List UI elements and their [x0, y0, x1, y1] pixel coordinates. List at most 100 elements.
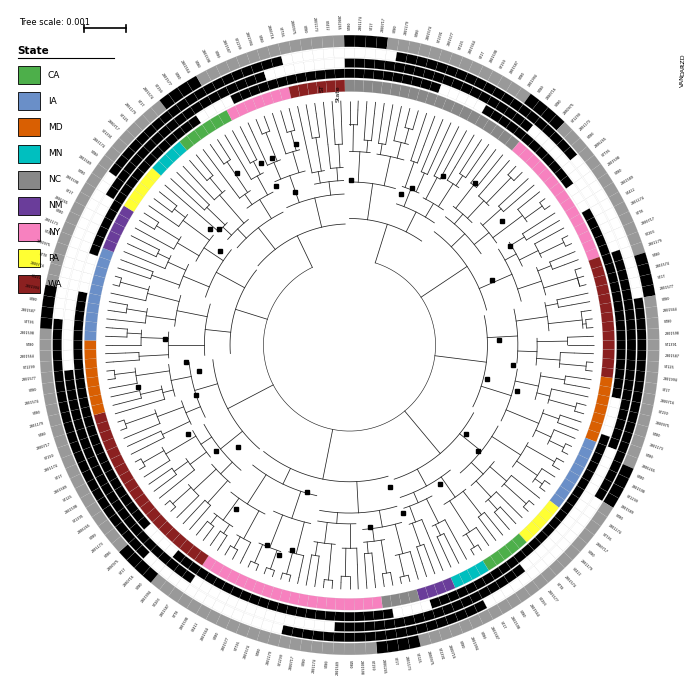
Wedge shape — [556, 552, 572, 568]
Wedge shape — [512, 112, 525, 126]
Text: State: State — [336, 86, 340, 102]
Wedge shape — [565, 471, 580, 484]
Text: ST412: ST412 — [571, 566, 582, 577]
Wedge shape — [365, 48, 376, 59]
Wedge shape — [570, 155, 584, 168]
Wedge shape — [582, 208, 594, 221]
Text: 2000717: 2000717 — [381, 17, 387, 32]
Wedge shape — [445, 65, 458, 77]
Wedge shape — [180, 556, 193, 569]
Wedge shape — [52, 329, 62, 340]
Wedge shape — [344, 35, 355, 47]
Wedge shape — [609, 217, 621, 230]
Wedge shape — [73, 451, 85, 464]
Wedge shape — [614, 474, 629, 489]
Wedge shape — [442, 98, 455, 112]
Wedge shape — [122, 147, 136, 160]
Text: ST80: ST80 — [554, 99, 563, 108]
Text: ST80: ST80 — [173, 72, 180, 81]
Wedge shape — [580, 186, 593, 199]
Wedge shape — [182, 570, 195, 583]
Wedge shape — [345, 69, 354, 78]
Wedge shape — [296, 72, 307, 83]
Wedge shape — [384, 619, 396, 629]
Wedge shape — [298, 593, 309, 607]
Wedge shape — [526, 155, 540, 169]
Wedge shape — [317, 81, 327, 94]
Wedge shape — [621, 289, 633, 301]
Wedge shape — [252, 581, 265, 595]
Wedge shape — [344, 48, 355, 57]
Wedge shape — [312, 631, 324, 640]
Text: 2001589: 2001589 — [620, 175, 635, 186]
Text: ST1299: ST1299 — [626, 495, 638, 504]
Wedge shape — [563, 147, 577, 160]
Wedge shape — [65, 299, 75, 310]
Wedge shape — [354, 612, 364, 621]
Wedge shape — [605, 469, 617, 482]
Wedge shape — [130, 523, 143, 536]
Wedge shape — [563, 515, 576, 529]
Wedge shape — [344, 633, 355, 642]
Wedge shape — [326, 598, 336, 610]
Wedge shape — [442, 578, 455, 592]
Text: ST80: ST80 — [213, 50, 220, 59]
Wedge shape — [500, 584, 514, 598]
Wedge shape — [41, 372, 54, 384]
Wedge shape — [528, 125, 541, 139]
Wedge shape — [302, 629, 314, 640]
Wedge shape — [43, 284, 57, 297]
Wedge shape — [640, 274, 654, 287]
Wedge shape — [322, 36, 333, 48]
Wedge shape — [336, 598, 345, 610]
Wedge shape — [300, 640, 312, 653]
Wedge shape — [92, 511, 108, 526]
Wedge shape — [383, 71, 394, 81]
Wedge shape — [364, 622, 375, 631]
Wedge shape — [601, 253, 613, 265]
Text: ST80: ST80 — [651, 432, 661, 438]
Wedge shape — [433, 607, 445, 618]
Text: 2001174: 2001174 — [91, 136, 105, 148]
Text: 2001598: 2001598 — [509, 615, 520, 630]
Text: 2001179: 2001179 — [123, 102, 136, 115]
Wedge shape — [53, 319, 63, 330]
Wedge shape — [134, 560, 150, 575]
Wedge shape — [80, 182, 96, 197]
Wedge shape — [535, 544, 549, 558]
Wedge shape — [345, 598, 354, 610]
Wedge shape — [73, 340, 82, 350]
Wedge shape — [510, 578, 523, 592]
Wedge shape — [570, 214, 584, 228]
Wedge shape — [57, 232, 72, 246]
Wedge shape — [570, 462, 584, 476]
Wedge shape — [217, 86, 230, 99]
Text: ST80: ST80 — [415, 28, 420, 37]
Wedge shape — [575, 499, 588, 513]
FancyBboxPatch shape — [17, 223, 40, 241]
Wedge shape — [254, 607, 266, 618]
Wedge shape — [111, 177, 124, 191]
Text: 2001174: 2001174 — [312, 658, 318, 673]
Wedge shape — [291, 52, 303, 63]
Wedge shape — [574, 222, 589, 235]
Wedge shape — [394, 62, 405, 73]
Wedge shape — [635, 371, 645, 382]
Wedge shape — [88, 293, 101, 304]
Wedge shape — [291, 627, 303, 638]
Wedge shape — [110, 222, 125, 235]
Text: ST80: ST80 — [54, 208, 64, 216]
Text: 2006265: 2006265 — [77, 523, 92, 535]
Text: 2000716: 2000716 — [123, 575, 136, 588]
Wedge shape — [165, 133, 178, 146]
Wedge shape — [521, 133, 534, 146]
Wedge shape — [85, 312, 98, 322]
Wedge shape — [314, 620, 325, 631]
Text: 2001564: 2001564 — [528, 603, 540, 618]
Wedge shape — [45, 274, 59, 287]
Wedge shape — [633, 297, 644, 309]
Text: Tree scale: 0.001: Tree scale: 0.001 — [19, 18, 90, 27]
Wedge shape — [632, 287, 642, 299]
Wedge shape — [213, 100, 226, 113]
Wedge shape — [325, 611, 336, 621]
